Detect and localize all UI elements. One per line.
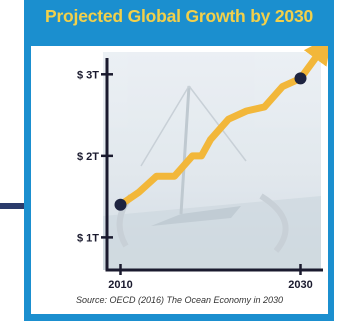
series-layer	[118, 46, 328, 208]
chart-title: Projected Global Growth by 2030	[44, 6, 314, 26]
chart-svg: $ 3T $ 2T $ 1T 2010 2030	[77, 46, 328, 291]
y-tick-label: $ 3T	[77, 69, 99, 81]
axes	[105, 58, 323, 272]
growth-line	[118, 46, 328, 208]
left-accent-bar	[0, 203, 34, 209]
points-layer	[114, 72, 307, 211]
chart-panel: $ 3T $ 2T $ 1T 2010 2030 Source: OECD (2016…	[31, 46, 328, 314]
x-tick-label: 2030	[288, 279, 312, 291]
x-ticks: 2010 2030	[108, 264, 313, 291]
start-point	[114, 198, 127, 211]
end-point	[294, 72, 307, 85]
source-note: Source: OECD (2016) The Ocean Economy in…	[75, 295, 284, 305]
x-tick-label: 2010	[108, 279, 132, 291]
chart-card: Projected Global Growth by 2030	[24, 0, 334, 321]
y-tick-label: $ 2T	[77, 151, 99, 163]
y-ticks: $ 3T $ 2T $ 1T	[77, 69, 113, 244]
y-tick-label: $ 1T	[77, 232, 99, 244]
